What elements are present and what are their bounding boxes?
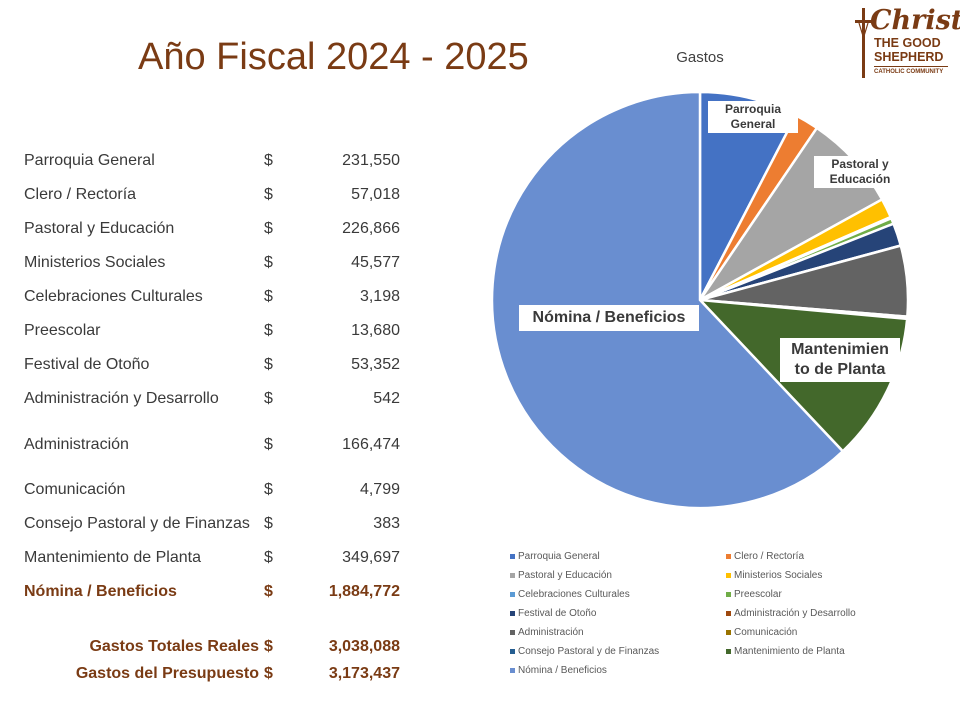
legend-swatch	[510, 553, 515, 559]
legend-label: Nómina / Beneficios	[518, 665, 607, 676]
row-value: 13,680	[351, 322, 400, 339]
row-currency: $	[264, 288, 273, 305]
logo-christ-text: Christ	[870, 5, 960, 36]
legend-swatch	[510, 648, 515, 654]
row-currency: $	[264, 583, 273, 600]
row-value: 226,866	[342, 220, 400, 237]
total-label: Gastos Totales Reales	[89, 638, 259, 655]
legend-label: Comunicación	[734, 627, 798, 638]
row-label: Administración y Desarrollo	[24, 390, 219, 407]
row-label: Consejo Pastoral y de Finanzas	[24, 515, 250, 532]
legend-swatch	[726, 572, 731, 578]
legend-label: Consejo Pastoral y de Finanzas	[518, 646, 660, 657]
legend-item-ministerios-sociales: Ministerios Sociales	[726, 570, 822, 581]
row-value: 383	[373, 515, 400, 532]
legend-swatch	[510, 610, 515, 616]
total-value: 3,038,088	[328, 638, 400, 655]
legend-label: Administración y Desarrollo	[734, 608, 856, 619]
row-currency: $	[264, 436, 273, 453]
legend-swatch	[510, 591, 515, 597]
pie-slice-nomina-beneficios	[490, 90, 845, 510]
row-label: Administración	[24, 436, 129, 453]
total-value: 3,173,437	[328, 665, 400, 682]
legend-label: Administración	[518, 627, 584, 638]
row-currency: $	[264, 254, 273, 271]
chart-title: Gastos	[676, 49, 724, 66]
legend-swatch	[510, 629, 515, 635]
legend-item-comunicacion: Comunicación	[726, 627, 797, 638]
row-value: 57,018	[351, 186, 400, 203]
row-currency: $	[264, 186, 273, 203]
legend-item-festival-de-otono: Festival de Otoño	[510, 608, 596, 619]
row-currency: $	[264, 356, 273, 373]
row-label: Celebraciones Culturales	[24, 288, 203, 305]
logo-line-shepherd: SHEPHERD	[874, 50, 944, 64]
legend-item-preescolar: Preescolar	[726, 589, 782, 600]
total-currency: $	[264, 665, 273, 682]
row-label: Parroquia General	[24, 152, 155, 169]
pie-data-label-nomina-beneficios: Nómina / Beneficios	[519, 305, 699, 331]
legend-item-nomina-beneficios: Nómina / Beneficios	[510, 665, 607, 676]
row-label: Clero / Rectoría	[24, 186, 137, 203]
row-value: 53,352	[351, 356, 400, 373]
pie-data-label-mantenimiento-de-planta: Mantenimien to de Planta	[780, 338, 900, 382]
row-label: Nómina / Beneficios	[24, 583, 177, 600]
row-label: Festival de Otoño	[24, 356, 150, 373]
row-label: Ministerios Sociales	[24, 254, 166, 271]
row-currency: $	[264, 152, 273, 169]
legend-label: Festival de Otoño	[518, 608, 597, 619]
row-value: 166,474	[342, 436, 400, 453]
legend-swatch	[726, 629, 731, 635]
row-value: 45,577	[351, 254, 400, 271]
row-currency: $	[264, 322, 273, 339]
legend-item-administracion-y-desarrollo: Administración y Desarrollo	[726, 608, 856, 619]
logo-line-the-good: THE GOOD	[874, 36, 941, 50]
logo-divider	[874, 66, 948, 67]
legend-label: Pastoral y Educación	[518, 570, 612, 581]
legend-swatch	[726, 553, 731, 559]
pie-data-label-parroquia-general: Parroquia General	[708, 101, 798, 133]
legend-swatch	[726, 610, 731, 616]
legend-item-pastoral-y-educacion: Pastoral y Educación	[510, 570, 612, 581]
row-label: Mantenimiento de Planta	[24, 549, 201, 566]
legend-label: Ministerios Sociales	[734, 570, 823, 581]
row-value: 231,550	[342, 152, 400, 169]
legend-swatch	[510, 572, 515, 578]
row-label: Comunicación	[24, 481, 126, 498]
legend-item-parroquia-general: Parroquia General	[510, 551, 600, 562]
legend-label: Parroquia General	[518, 551, 600, 562]
legend-swatch	[726, 648, 731, 654]
logo-line-community: CATHOLIC COMMUNITY	[874, 69, 944, 75]
row-currency: $	[264, 220, 273, 237]
legend-label: Preescolar	[734, 589, 782, 600]
row-value: 542	[373, 390, 400, 407]
legend-item-mantenimiento-de-planta: Mantenimiento de Planta	[726, 646, 845, 657]
legend-item-clero-rectoria: Clero / Rectoría	[726, 551, 804, 562]
row-label: Pastoral y Educación	[24, 220, 175, 237]
legend-swatch	[510, 667, 515, 673]
legend-swatch	[726, 591, 731, 597]
row-value: 4,799	[359, 481, 400, 498]
legend-item-celebraciones-culturales: Celebraciones Culturales	[510, 589, 630, 600]
total-currency: $	[264, 638, 273, 655]
total-label: Gastos del Presupuesto	[75, 665, 259, 682]
pie-data-label-pastoral-y-educacion: Pastoral y Educación	[814, 156, 906, 188]
row-value: 1,884,772	[328, 583, 400, 600]
legend-item-consejo-pastoral-y-de-finanzas: Consejo Pastoral y de Finanzas	[510, 646, 659, 657]
page-title: Año Fiscal 2024 - 2025	[138, 36, 529, 78]
row-currency: $	[264, 515, 273, 532]
row-currency: $	[264, 549, 273, 566]
row-label: Preescolar	[24, 322, 101, 339]
legend-label: Mantenimiento de Planta	[734, 646, 845, 657]
parish-logo: Christ THE GOOD SHEPHERD CATHOLIC COMMUN…	[850, 6, 960, 86]
row-value: 349,697	[342, 549, 400, 566]
crucifix-icon	[855, 8, 872, 78]
legend-label: Clero / Rectoría	[734, 551, 805, 562]
row-currency: $	[264, 481, 273, 498]
row-currency: $	[264, 390, 273, 407]
legend-label: Celebraciones Culturales	[518, 589, 630, 600]
row-value: 3,198	[359, 288, 400, 305]
legend-item-administracion: Administración	[510, 627, 584, 638]
